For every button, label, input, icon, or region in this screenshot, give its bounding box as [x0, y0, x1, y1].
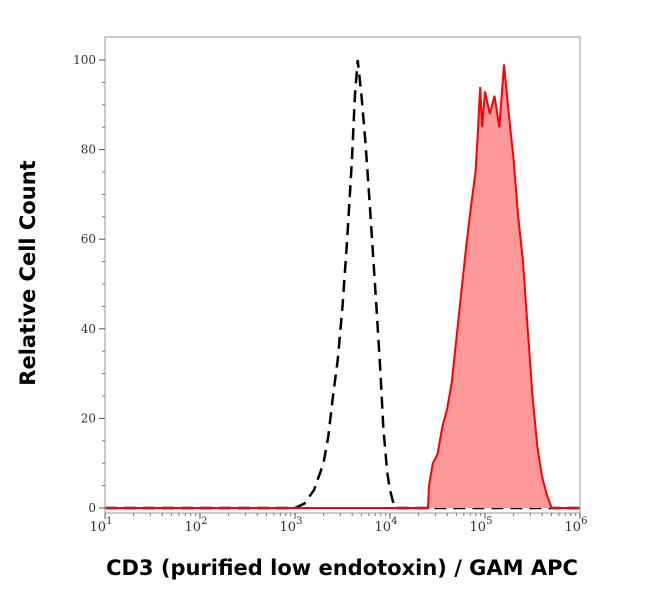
y-tick-label: 0: [88, 501, 96, 515]
x-tick-label: 104: [375, 516, 398, 535]
series-line-1: [105, 64, 580, 509]
x-tick-label: 101: [90, 516, 113, 535]
series-fill-1: [105, 64, 580, 508]
y-tick-label: 80: [81, 143, 96, 157]
x-tick-label: 102: [185, 516, 208, 535]
y-tick-label: 60: [81, 232, 96, 246]
y-tick-label: 100: [73, 53, 96, 67]
y-tick-label: 40: [81, 322, 96, 336]
plot-frame: [104, 36, 581, 514]
y-axis-label: Relative Cell Count: [16, 160, 40, 385]
x-tick-label: 106: [565, 516, 588, 535]
x-tick-label: 105: [470, 516, 493, 535]
y-tick-label: 20: [81, 411, 96, 425]
series-line-0: [105, 59, 580, 510]
x-axis-label: CD3 (purified low endotoxin) / GAM APC: [106, 556, 578, 580]
x-tick-label: 103: [280, 516, 303, 535]
